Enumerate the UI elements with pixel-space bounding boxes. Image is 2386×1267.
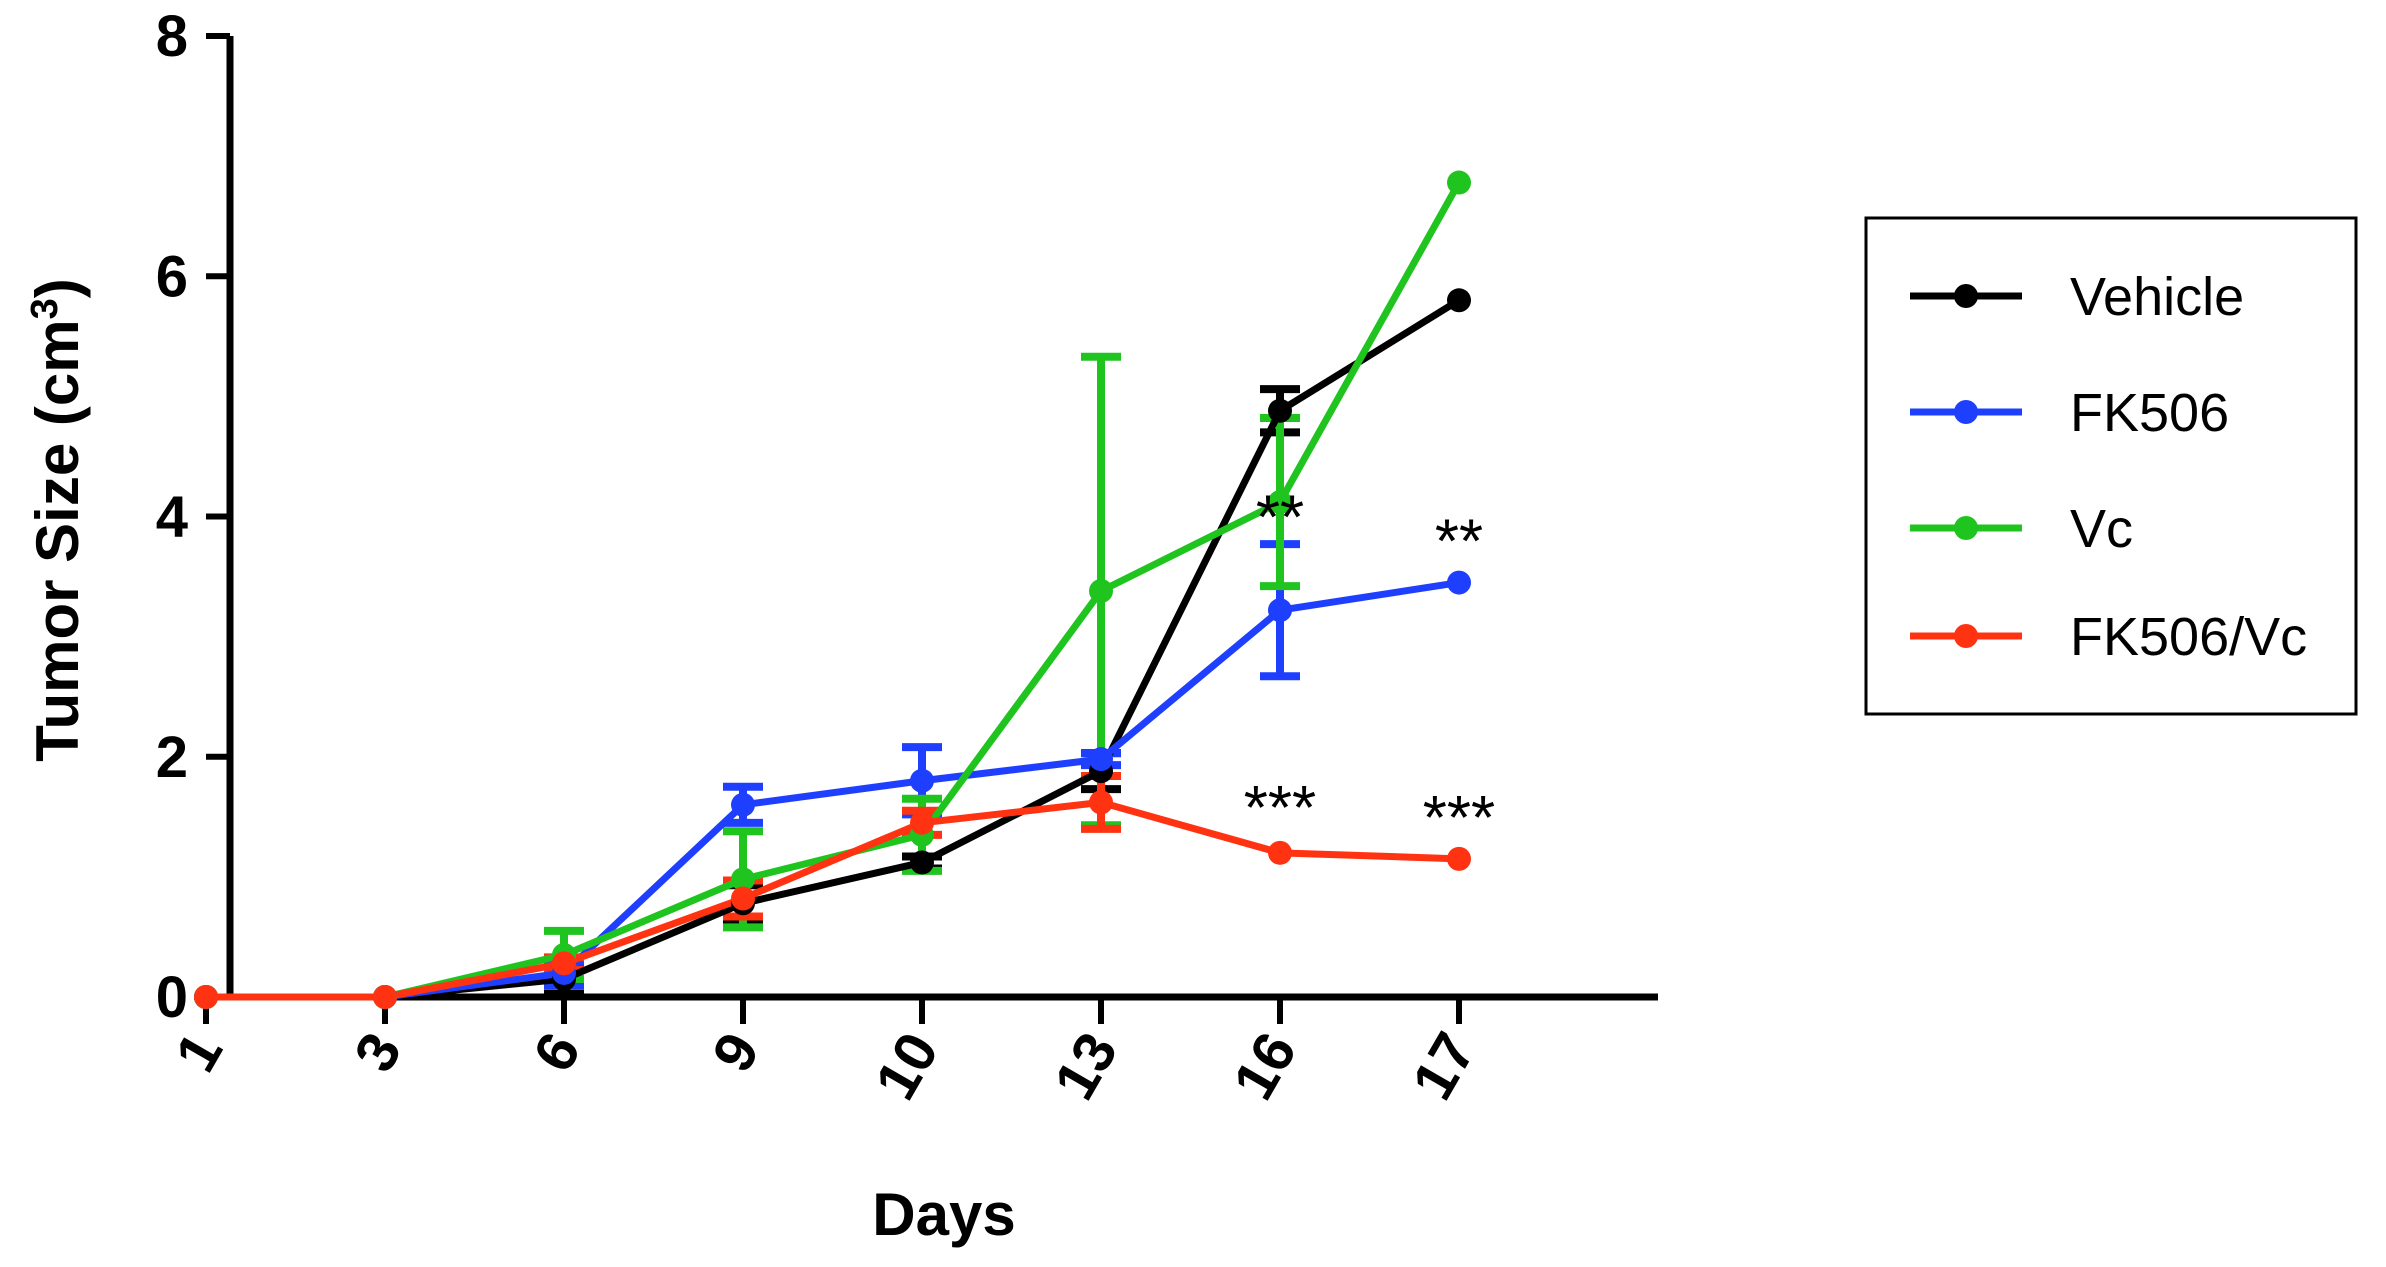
x-tick-label: 10 [863,1022,952,1110]
x-tick-label: 6 [521,1022,593,1082]
x-tick-label: 1 [163,1022,235,1082]
legend-label-fk506: FK506 [2070,383,2229,443]
data-point-fk506-vc [1268,840,1292,865]
legend-marker-fk506-vc [1954,624,1978,648]
data-point-vc [1089,578,1113,603]
data-point-fk506 [1447,570,1471,595]
data-point-fk506-vc [1089,790,1113,815]
y-tick-label: 0 [156,965,188,1030]
x-tick-label: 16 [1221,1022,1310,1110]
significance-marker: ** [1435,508,1483,577]
data-point-vc [1447,170,1471,195]
x-tick-label: 17 [1400,1022,1489,1110]
significance-marker: *** [1244,774,1316,843]
error-bars [544,352,1300,998]
data-point-fk506-vc [373,985,397,1009]
series-line-fk506-vc [206,798,1460,1001]
significance-marker: ** [1256,484,1304,553]
y-tick-label: 8 [156,4,188,69]
x-tick-label: 13 [1042,1022,1131,1110]
data-point-fk506 [910,768,934,793]
data-point-vc [731,867,755,892]
y-axis-title: Tumor Size (cm3) [24,278,91,761]
y-tick-label: 6 [156,244,188,309]
data-point-vehicle [1268,398,1292,423]
y-axis-title-close: ) [24,278,91,298]
y-tick-label: 4 [156,485,188,550]
series-points [194,170,1471,1009]
data-point-vehicle [910,850,934,875]
legend-marker-vehicle [1954,284,1978,308]
data-point-fk506-vc [194,985,218,1009]
x-tick-label: 9 [700,1022,772,1082]
x-ticks: 1 3 6 9 10 13 16 17 [163,997,1488,1110]
data-point-fk506-vc [731,886,755,911]
y-ticks: 0 2 4 6 8 [156,4,230,1030]
significance-annotations: ** ***** *** [1244,484,1495,853]
legend-marker-vc [1954,516,1978,540]
legend-label-vc: Vc [2070,499,2133,559]
data-point-fk506-vc [910,810,934,835]
data-point-fk506-vc [1447,846,1471,871]
legend-marker-fk506 [1954,400,1978,424]
data-point-vehicle [1447,288,1471,313]
data-point-fk506-vc [552,951,576,976]
legend-box [1864,216,2358,716]
y-axis-title-text: Tumor Size (cm [24,319,91,761]
data-point-fk506 [1268,598,1292,623]
significance-marker: *** [1423,784,1495,853]
y-tick-label: 2 [156,725,188,790]
data-point-vc [1268,490,1292,515]
data-point-fk506 [1089,747,1113,772]
series-lines [206,180,1463,1001]
data-point-fk506 [731,792,755,817]
legend: Vehicle FK506 Vc FK506/Vc [1864,216,2358,716]
legend-label-vehicle: Vehicle [2070,267,2244,327]
x-tick-label: 3 [342,1022,414,1082]
legend-label-fk506-vc: FK506/Vc [2070,607,2307,667]
y-axis-title-superscript: 3 [24,298,66,319]
x-axis-title: Days [872,1181,1015,1248]
